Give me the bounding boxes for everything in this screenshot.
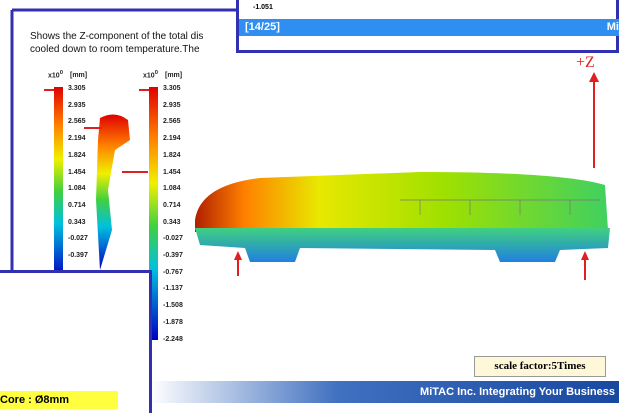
legend-value: -0.397	[68, 252, 88, 259]
legend-value: 1.454	[68, 168, 86, 176]
exponent: 0	[154, 70, 158, 76]
text-line: Shows the Z-component of the total dis	[30, 31, 204, 42]
text-line: cooled down to room temperature.The	[30, 44, 200, 55]
multiplier: x10	[143, 72, 155, 80]
brand: Mi	[606, 21, 619, 33]
arrowhead	[234, 251, 242, 260]
legend-value: 0.343	[163, 218, 181, 226]
legend-value: 2.935	[163, 101, 181, 109]
legend-value: -0.767	[163, 268, 183, 276]
legend-header: x100	[48, 70, 63, 79]
legend-value: 3.305	[163, 85, 181, 92]
slide-text: Shows the Z-component of the total dis c…	[30, 30, 203, 56]
legend-value: -0.027	[163, 235, 183, 243]
part-side-view	[96, 114, 130, 270]
legend-value: 3.305	[68, 85, 86, 92]
legend-value: 2.194	[68, 135, 86, 143]
footer-bar: MiTAC Inc. Integrating Your Business	[150, 381, 619, 403]
part-front-view	[195, 172, 608, 232]
legend-value: 2.935	[68, 101, 86, 109]
exponent: 0	[59, 70, 63, 76]
legend-value: -1.137	[163, 285, 183, 293]
legend-value: 1.084	[163, 185, 181, 193]
legend-value: 1.824	[163, 151, 181, 159]
page-number: [14/25]	[245, 21, 280, 33]
legend-value: -1.508	[163, 302, 183, 310]
legend-value: 1.084	[68, 185, 86, 193]
scale-note: scale factor:5Times	[474, 356, 606, 377]
popup-window: -1.051 [14/25] Mi	[236, 0, 619, 53]
core-label: Core : Ø8mm	[0, 391, 118, 409]
legend-value: 2.565	[68, 118, 86, 126]
arrowhead	[581, 251, 589, 260]
colorbar	[54, 87, 63, 277]
popup-title-bar: [14/25] Mi	[239, 19, 619, 36]
legend-value: 0.343	[68, 218, 86, 226]
part-outline	[400, 199, 600, 215]
multiplier: x10	[48, 72, 60, 80]
legend-value: 1.454	[163, 168, 181, 176]
legend-value: 0.714	[68, 201, 86, 209]
popup-value: -1.051	[253, 4, 273, 11]
arrowhead	[589, 72, 599, 82]
legend-value: -1.878	[163, 318, 183, 326]
legend-value: -0.027	[68, 235, 88, 243]
legend-value: -0.397	[163, 252, 183, 259]
colorbar	[149, 87, 158, 340]
part-base	[195, 228, 610, 262]
legend-value: 2.194	[163, 135, 181, 143]
legend-value: -2.248	[163, 335, 183, 343]
axis-label: +Z	[576, 54, 595, 71]
popup-window: Core : Ø8mm	[0, 270, 152, 413]
unit: [mm]	[70, 72, 88, 79]
legend-value: 2.565	[163, 118, 181, 126]
unit: [mm]	[165, 72, 183, 79]
legend-value: 1.824	[68, 151, 86, 159]
legend-value: 0.714	[163, 201, 181, 209]
legend-header: x100	[143, 70, 158, 79]
